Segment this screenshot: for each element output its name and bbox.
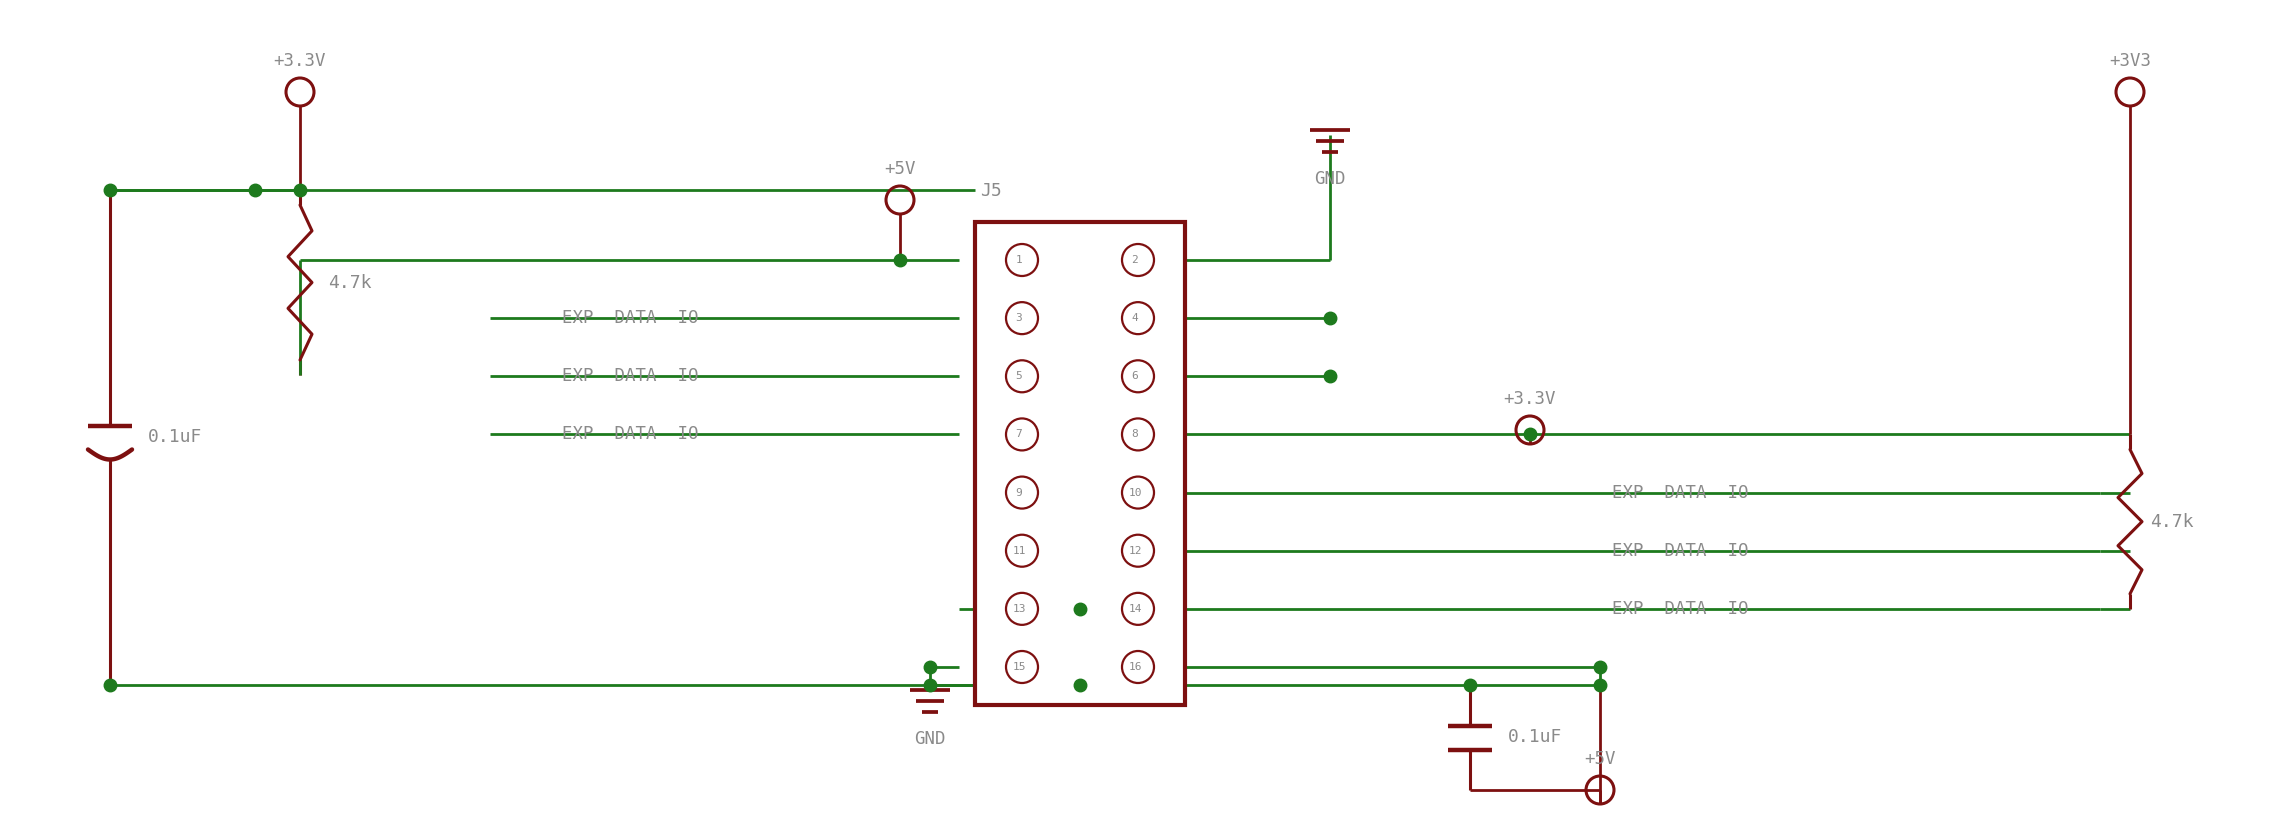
Bar (975, 222, 1185, 705)
Text: EXP  DATA  IO: EXP DATA IO (562, 309, 699, 327)
Text: 6: 6 (1133, 371, 1137, 381)
Text: 9: 9 (1016, 487, 1023, 497)
Text: +3.3V: +3.3V (1504, 390, 1557, 408)
Text: 10: 10 (1128, 487, 1142, 497)
Text: 16: 16 (1128, 662, 1142, 672)
Text: EXP  DATA  IO: EXP DATA IO (1612, 483, 1747, 502)
Text: EXP  DATA  IO: EXP DATA IO (1612, 542, 1747, 560)
Text: 4.7k: 4.7k (2151, 512, 2194, 531)
Text: 4: 4 (1133, 314, 1137, 324)
Text: 2: 2 (1133, 255, 1137, 265)
Text: 5: 5 (1016, 371, 1023, 381)
Text: 15: 15 (1011, 662, 1025, 672)
Text: 7: 7 (1016, 430, 1023, 440)
Text: 0.1uF: 0.1uF (149, 429, 202, 446)
Text: GND: GND (1314, 170, 1346, 188)
Text: 12: 12 (1128, 546, 1142, 556)
Text: +5V: +5V (885, 160, 915, 178)
Text: 14: 14 (1128, 604, 1142, 614)
Text: 0.1uF: 0.1uF (1509, 728, 1562, 747)
Text: 13: 13 (1011, 604, 1025, 614)
Text: J5: J5 (979, 182, 1002, 200)
Text: +5V: +5V (1584, 750, 1617, 768)
Text: 8: 8 (1133, 430, 1137, 440)
Text: 4.7k: 4.7k (328, 273, 371, 292)
Text: 11: 11 (1011, 546, 1025, 556)
Text: +3.3V: +3.3V (273, 52, 326, 70)
Text: EXP  DATA  IO: EXP DATA IO (562, 426, 699, 443)
Text: 1: 1 (1016, 255, 1023, 265)
Text: EXP  DATA  IO: EXP DATA IO (1612, 600, 1747, 618)
Text: GND: GND (915, 730, 945, 748)
Text: 3: 3 (1016, 314, 1023, 324)
Text: EXP  DATA  IO: EXP DATA IO (562, 367, 699, 385)
Text: +3V3: +3V3 (2110, 52, 2151, 70)
